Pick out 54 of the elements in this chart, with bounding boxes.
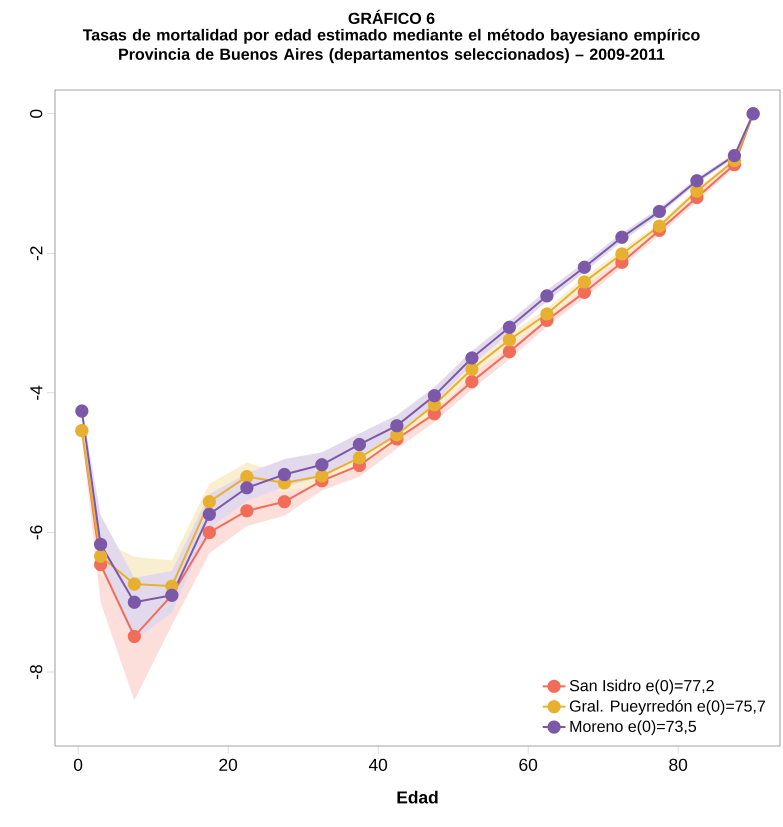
point: [465, 362, 478, 376]
point: [652, 204, 666, 218]
x-tick-label: 0: [74, 758, 82, 771]
x-tick-label: 40: [368, 758, 388, 771]
point: [352, 451, 366, 464]
point: [128, 596, 141, 609]
point: [428, 389, 441, 402]
x-axis-title: Edad: [397, 790, 438, 804]
chart-title: GRÁFICO 6: [348, 10, 434, 24]
x-tick-label: 60: [519, 758, 538, 771]
point: [578, 260, 591, 274]
point: [75, 404, 88, 418]
point: [315, 469, 328, 483]
point: [465, 351, 478, 365]
point: [615, 230, 628, 244]
point: [278, 495, 291, 508]
point: [352, 438, 366, 452]
point: [128, 577, 141, 591]
point: [578, 275, 591, 289]
legend-label: San Isidro e(0)=77,2: [570, 680, 714, 694]
point: [278, 468, 291, 482]
point: [465, 375, 478, 388]
point: [540, 289, 554, 302]
y-tick-label: 0: [30, 110, 42, 118]
x-tick-label: 20: [219, 758, 238, 771]
point: [240, 481, 254, 494]
y-tick-label: -8: [30, 665, 42, 679]
point: [615, 247, 628, 261]
point: [202, 526, 216, 540]
point: [202, 495, 216, 508]
point: [502, 320, 516, 334]
point: [540, 307, 554, 321]
point: [94, 538, 108, 551]
point: [240, 504, 254, 518]
point: [690, 184, 704, 198]
point: [94, 550, 108, 563]
point: [390, 419, 404, 432]
point: [502, 333, 516, 346]
y-tick-label: -6: [30, 525, 42, 540]
y-tick-label: -4: [30, 386, 42, 400]
legend-label: Gral. Pueyrredón e(0)=75,7: [570, 700, 765, 715]
point: [240, 470, 254, 484]
point: [690, 174, 704, 188]
x-tick-label: 80: [669, 758, 688, 771]
legend-label: Moreno e(0)=73,5: [570, 720, 696, 736]
point: [202, 508, 216, 521]
point: [728, 149, 742, 162]
point: [578, 286, 591, 299]
chart-subtitle: Tasas de mortalidad por edad estimado mediante el método bayesiano empírico Provincia de Buenos Aires (departamentos seleccionados) – 2009-2011: [82, 28, 700, 64]
point: [128, 630, 141, 644]
y-tick-label: -2: [30, 246, 42, 260]
point: [315, 458, 328, 472]
point: [502, 345, 516, 358]
point: [652, 219, 666, 233]
